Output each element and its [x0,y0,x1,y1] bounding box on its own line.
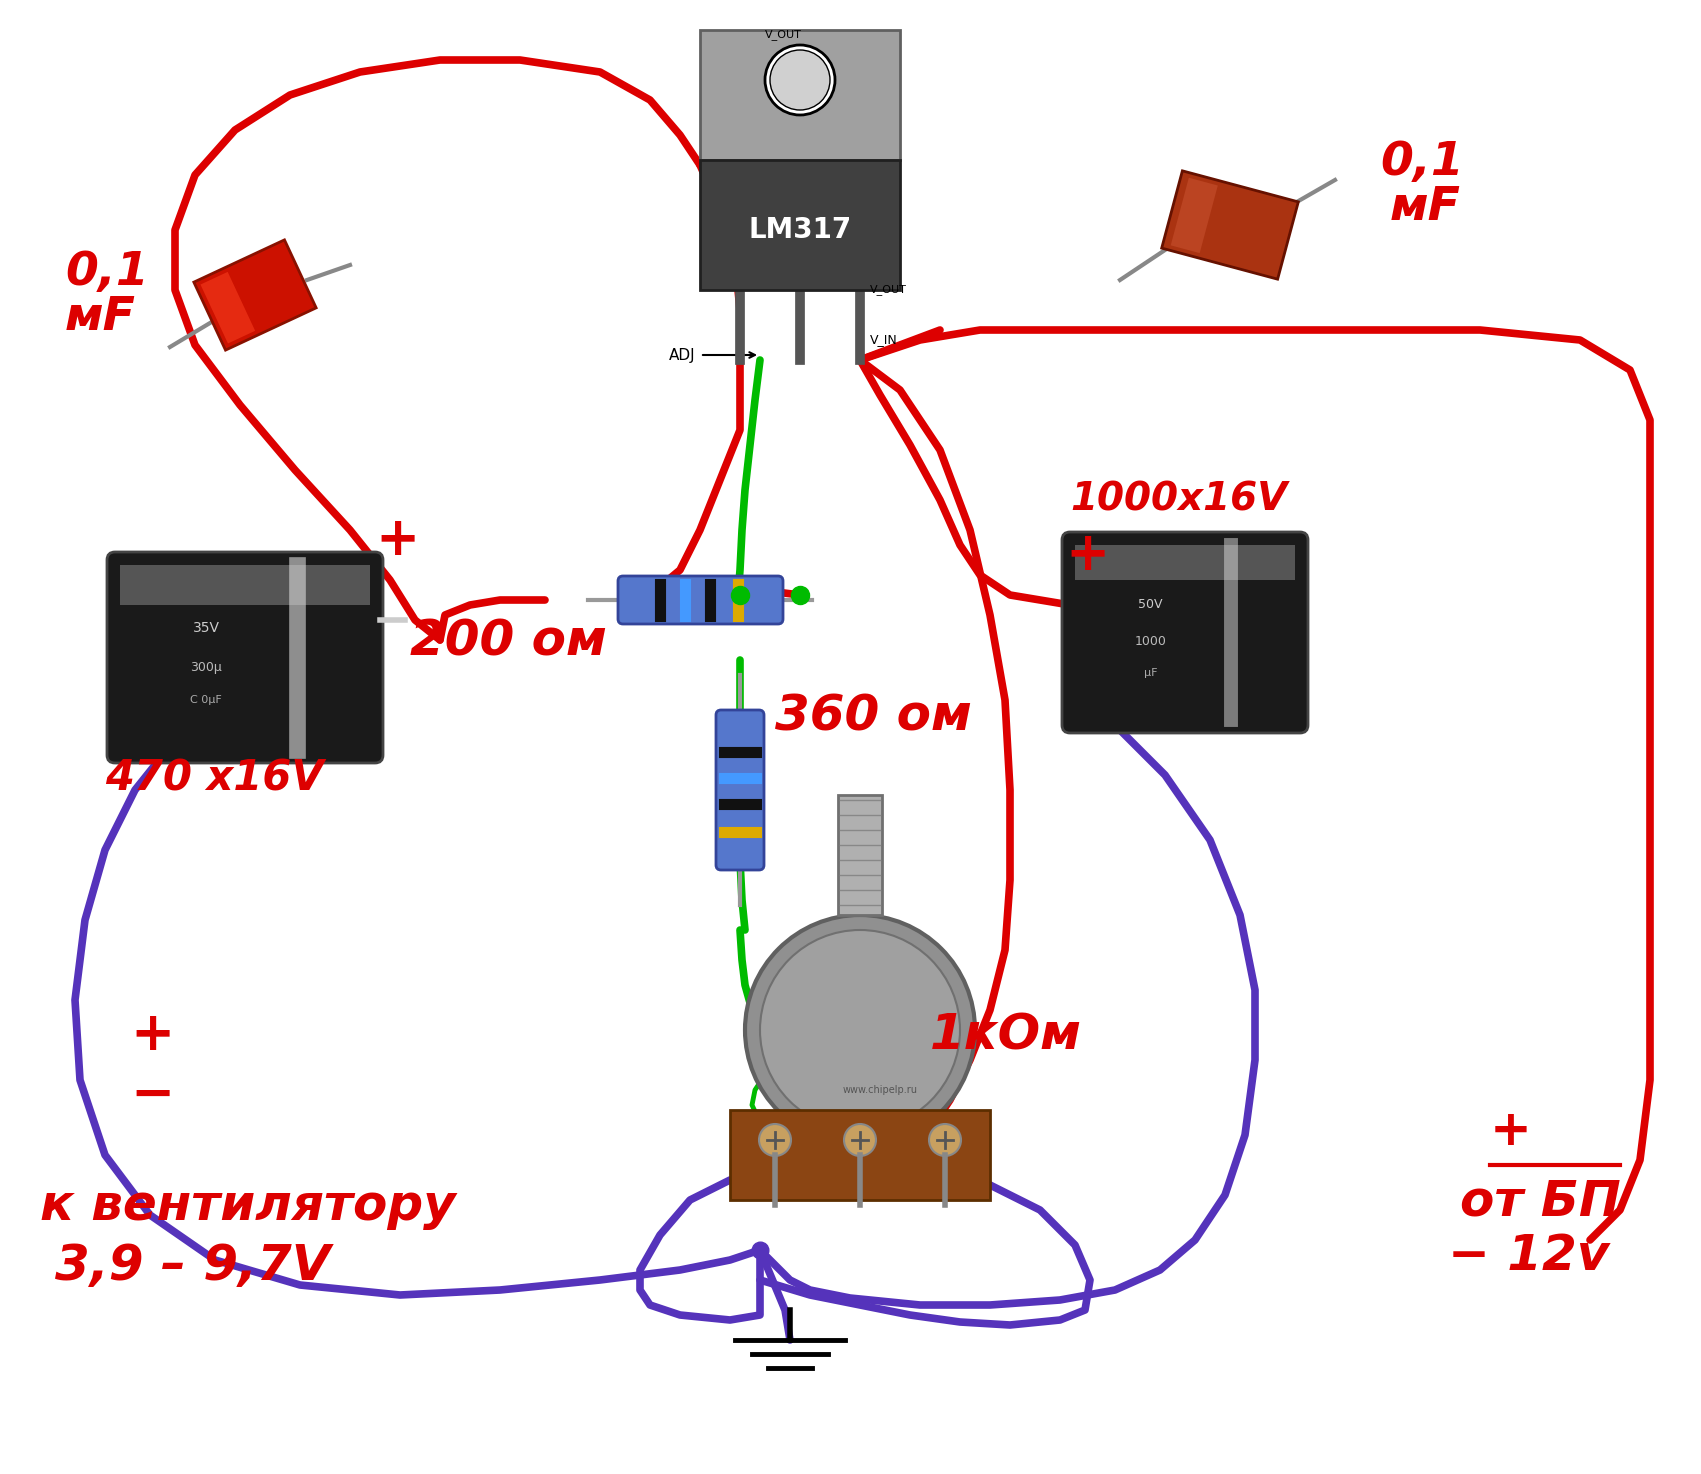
Text: www.chipelp.ru: www.chipelp.ru [842,1085,917,1095]
Text: +: + [129,1010,174,1061]
Text: +: + [1065,529,1109,581]
Text: 360 ом: 360 ом [776,691,971,740]
Text: 0,1: 0,1 [65,251,148,295]
Text: 3,9 – 9,7V: 3,9 – 9,7V [54,1243,330,1290]
Text: 200 ом: 200 ом [410,618,607,665]
Circle shape [771,50,830,111]
Bar [1075,545,1294,579]
Text: от БП: от БП [1459,1178,1621,1225]
Text: 1000: 1000 [1135,635,1167,649]
Bar [1162,171,1298,279]
Circle shape [760,930,959,1131]
Text: мF: мF [65,295,136,340]
Text: 300μ: 300μ [191,660,221,674]
Text: V_OUT: V_OUT [869,284,907,295]
FancyBboxPatch shape [107,551,383,764]
Text: V_IN: V_IN [869,333,898,346]
Text: 0,1: 0,1 [1380,140,1465,186]
Circle shape [929,1125,961,1156]
Text: −: − [129,1069,174,1122]
Text: к вентилятору: к вентилятору [41,1182,456,1229]
Bar [701,161,900,290]
Bar [1170,178,1218,254]
Circle shape [759,1125,791,1156]
Circle shape [745,915,975,1145]
Text: 470 х16V: 470 х16V [105,758,323,799]
Text: μF: μF [1143,668,1157,678]
FancyBboxPatch shape [617,576,782,624]
Bar [701,29,900,161]
Text: C 0μF: C 0μF [191,696,221,706]
Text: 50V: 50V [1138,598,1163,612]
Bar [730,1110,990,1200]
Text: мF: мF [1390,186,1461,230]
Bar [121,565,371,604]
Bar [839,794,883,915]
Text: +: + [1490,1107,1533,1156]
Text: 35V: 35V [192,621,219,635]
FancyBboxPatch shape [716,710,764,870]
Circle shape [765,46,835,115]
Text: V_OUT: V_OUT [765,29,801,40]
Text: − 12v: − 12v [1448,1232,1609,1279]
Bar [201,271,255,343]
Text: 1000х16V: 1000х16V [1070,481,1288,517]
Text: +: + [374,514,418,566]
Text: LM317: LM317 [748,217,852,245]
Bar [194,240,316,351]
Circle shape [844,1125,876,1156]
Text: ADJ: ADJ [668,348,696,363]
Text: 1кОм: 1кОм [930,1013,1082,1060]
FancyBboxPatch shape [1061,532,1308,733]
